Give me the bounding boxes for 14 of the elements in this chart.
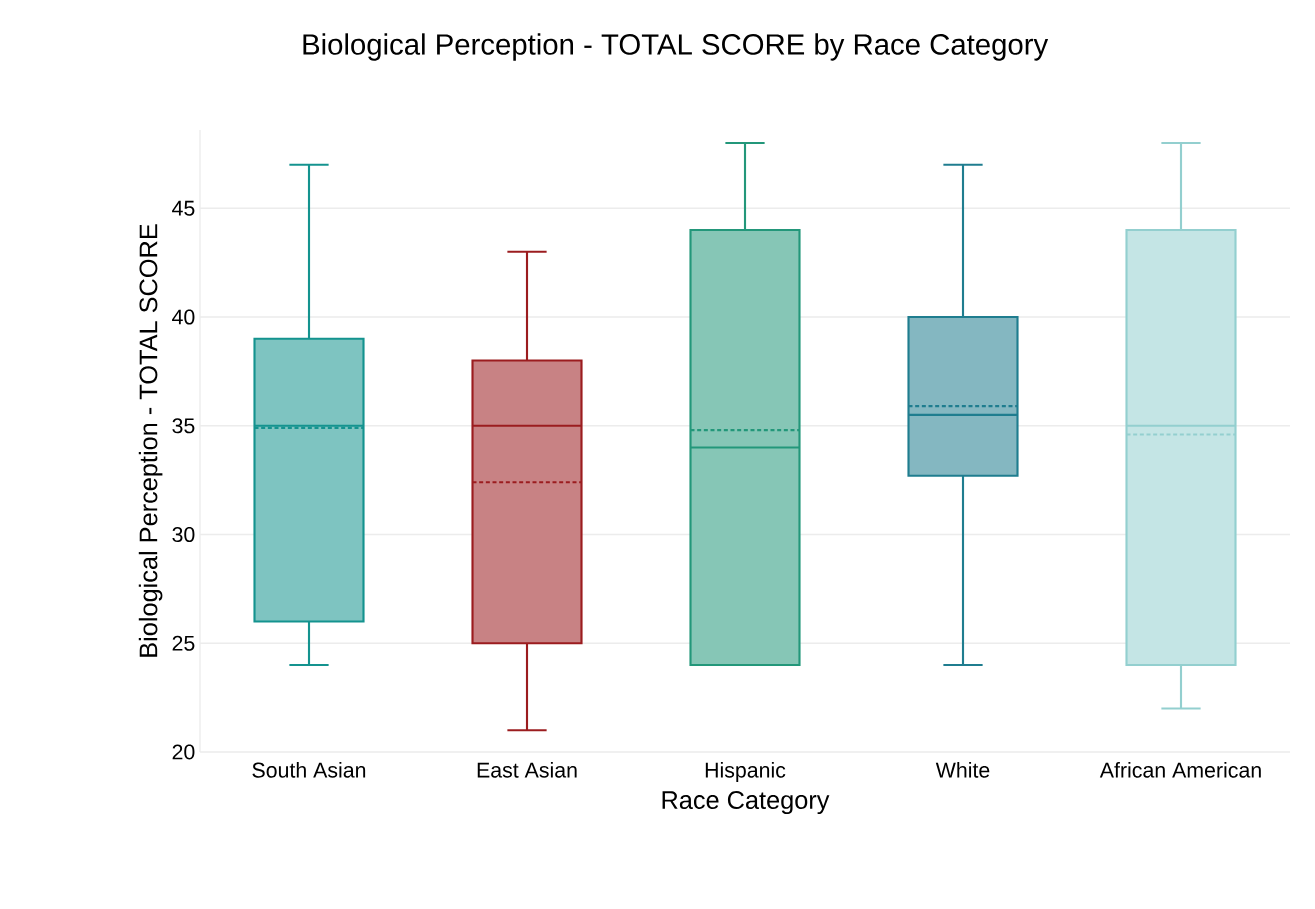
y-tick-label: 40 bbox=[172, 309, 195, 325]
x-tick-label: South Asian bbox=[252, 762, 366, 778]
y-tick-label: 20 bbox=[172, 744, 195, 760]
x-tick-label: East Asian bbox=[477, 762, 577, 778]
x-tick-label: African American bbox=[1099, 762, 1261, 778]
x-tick-label: White bbox=[935, 762, 990, 778]
y-tick-label: 35 bbox=[172, 418, 195, 434]
y-tick-label: 25 bbox=[172, 635, 195, 651]
y-tick-label: 30 bbox=[172, 526, 195, 543]
y-tick-label: 45 bbox=[172, 200, 195, 216]
chart-title: Biological Perception - TOTAL SCORE by Race Category bbox=[303, 33, 1049, 61]
x-axis-title: Race Category bbox=[662, 791, 830, 815]
x-tick-label: Hispanic bbox=[705, 762, 786, 782]
y-axis-title: Biological Perception - TOTAL SCORE bbox=[138, 224, 163, 657]
